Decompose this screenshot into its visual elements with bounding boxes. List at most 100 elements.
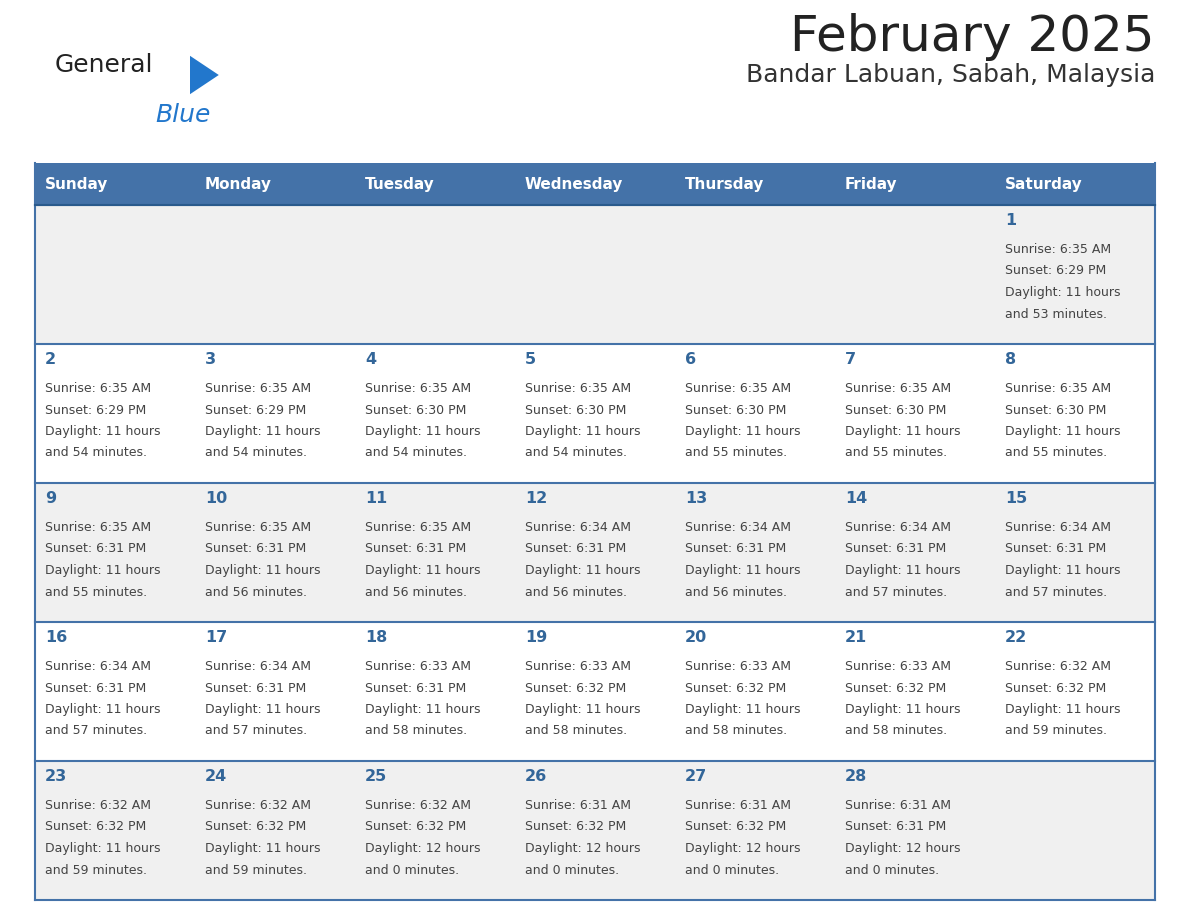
Text: Sunset: 6:32 PM: Sunset: 6:32 PM xyxy=(525,821,626,834)
Text: 22: 22 xyxy=(1005,630,1028,645)
Text: Sunrise: 6:33 AM: Sunrise: 6:33 AM xyxy=(365,660,470,673)
Text: Daylight: 11 hours: Daylight: 11 hours xyxy=(685,425,801,438)
Bar xyxy=(195,344,355,483)
Text: and 58 minutes.: and 58 minutes. xyxy=(365,724,467,737)
Bar xyxy=(355,622,516,761)
Bar xyxy=(195,761,355,900)
Text: and 56 minutes.: and 56 minutes. xyxy=(365,586,467,599)
Bar xyxy=(34,344,195,483)
Text: Sunrise: 6:31 AM: Sunrise: 6:31 AM xyxy=(525,799,631,812)
Polygon shape xyxy=(190,56,219,95)
Text: Daylight: 11 hours: Daylight: 11 hours xyxy=(365,564,480,577)
Text: 10: 10 xyxy=(206,491,227,506)
Text: Sunrise: 6:35 AM: Sunrise: 6:35 AM xyxy=(45,382,151,395)
Text: and 53 minutes.: and 53 minutes. xyxy=(1005,308,1107,320)
Text: 23: 23 xyxy=(45,769,68,784)
Text: 6: 6 xyxy=(685,352,696,367)
Text: Sunset: 6:30 PM: Sunset: 6:30 PM xyxy=(365,404,467,417)
Text: Daylight: 11 hours: Daylight: 11 hours xyxy=(685,564,801,577)
Bar xyxy=(675,622,835,761)
Text: Sunrise: 6:33 AM: Sunrise: 6:33 AM xyxy=(525,660,631,673)
Bar xyxy=(675,761,835,900)
Text: Daylight: 11 hours: Daylight: 11 hours xyxy=(845,425,961,438)
Text: Sunrise: 6:35 AM: Sunrise: 6:35 AM xyxy=(525,382,631,395)
Text: and 54 minutes.: and 54 minutes. xyxy=(45,446,147,460)
Text: Friday: Friday xyxy=(845,176,898,192)
Bar xyxy=(675,163,835,205)
Text: Sunset: 6:30 PM: Sunset: 6:30 PM xyxy=(525,404,626,417)
Text: Sunrise: 6:34 AM: Sunrise: 6:34 AM xyxy=(45,660,151,673)
Text: Sunrise: 6:31 AM: Sunrise: 6:31 AM xyxy=(685,799,791,812)
Text: and 56 minutes.: and 56 minutes. xyxy=(206,586,307,599)
Text: Daylight: 11 hours: Daylight: 11 hours xyxy=(1005,703,1120,716)
Bar xyxy=(996,761,1155,900)
Bar xyxy=(516,205,675,344)
Text: Sunset: 6:30 PM: Sunset: 6:30 PM xyxy=(1005,404,1106,417)
Text: 11: 11 xyxy=(365,491,387,506)
Text: and 58 minutes.: and 58 minutes. xyxy=(685,724,788,737)
Bar xyxy=(996,344,1155,483)
Text: Daylight: 11 hours: Daylight: 11 hours xyxy=(206,842,321,855)
Bar xyxy=(675,344,835,483)
Bar xyxy=(195,205,355,344)
Bar xyxy=(195,622,355,761)
Bar xyxy=(34,483,195,622)
Text: Daylight: 11 hours: Daylight: 11 hours xyxy=(45,842,160,855)
Text: Sunset: 6:31 PM: Sunset: 6:31 PM xyxy=(845,543,947,555)
Text: 4: 4 xyxy=(365,352,377,367)
Text: Sunset: 6:32 PM: Sunset: 6:32 PM xyxy=(206,821,307,834)
Text: 13: 13 xyxy=(685,491,707,506)
Text: 18: 18 xyxy=(365,630,387,645)
Bar xyxy=(355,205,516,344)
Text: and 54 minutes.: and 54 minutes. xyxy=(206,446,307,460)
Text: Sunrise: 6:32 AM: Sunrise: 6:32 AM xyxy=(206,799,311,812)
Text: Daylight: 11 hours: Daylight: 11 hours xyxy=(1005,425,1120,438)
Text: and 57 minutes.: and 57 minutes. xyxy=(1005,586,1107,599)
Bar xyxy=(835,483,996,622)
Text: February 2025: February 2025 xyxy=(790,13,1155,61)
Text: Sunrise: 6:34 AM: Sunrise: 6:34 AM xyxy=(685,521,791,534)
Text: Bandar Labuan, Sabah, Malaysia: Bandar Labuan, Sabah, Malaysia xyxy=(746,63,1155,87)
Text: 7: 7 xyxy=(845,352,857,367)
Text: Daylight: 11 hours: Daylight: 11 hours xyxy=(685,703,801,716)
Text: 26: 26 xyxy=(525,769,548,784)
Text: and 58 minutes.: and 58 minutes. xyxy=(845,724,947,737)
Text: Sunrise: 6:35 AM: Sunrise: 6:35 AM xyxy=(1005,243,1111,256)
Bar xyxy=(34,163,195,205)
Text: Sunrise: 6:35 AM: Sunrise: 6:35 AM xyxy=(685,382,791,395)
Bar xyxy=(195,483,355,622)
Bar xyxy=(675,205,835,344)
Text: Sunset: 6:32 PM: Sunset: 6:32 PM xyxy=(845,681,947,695)
Text: Sunrise: 6:33 AM: Sunrise: 6:33 AM xyxy=(845,660,952,673)
Text: Sunset: 6:31 PM: Sunset: 6:31 PM xyxy=(45,681,146,695)
Text: Sunrise: 6:35 AM: Sunrise: 6:35 AM xyxy=(1005,382,1111,395)
Text: Sunset: 6:31 PM: Sunset: 6:31 PM xyxy=(685,543,786,555)
Text: Sunset: 6:31 PM: Sunset: 6:31 PM xyxy=(365,543,466,555)
Bar xyxy=(835,761,996,900)
Text: and 55 minutes.: and 55 minutes. xyxy=(845,446,947,460)
Bar xyxy=(355,163,516,205)
Bar xyxy=(516,163,675,205)
Text: Daylight: 11 hours: Daylight: 11 hours xyxy=(845,703,961,716)
Text: 12: 12 xyxy=(525,491,548,506)
Text: Sunset: 6:30 PM: Sunset: 6:30 PM xyxy=(685,404,786,417)
Bar xyxy=(34,622,195,761)
Text: 14: 14 xyxy=(845,491,867,506)
Text: 17: 17 xyxy=(206,630,227,645)
Text: and 55 minutes.: and 55 minutes. xyxy=(685,446,788,460)
Text: Saturday: Saturday xyxy=(1005,176,1082,192)
Text: Sunset: 6:29 PM: Sunset: 6:29 PM xyxy=(45,404,146,417)
Text: 15: 15 xyxy=(1005,491,1028,506)
Text: Sunrise: 6:35 AM: Sunrise: 6:35 AM xyxy=(845,382,952,395)
Text: 2: 2 xyxy=(45,352,56,367)
Text: and 0 minutes.: and 0 minutes. xyxy=(685,864,779,877)
Text: Sunset: 6:31 PM: Sunset: 6:31 PM xyxy=(365,681,466,695)
Text: General: General xyxy=(55,53,153,77)
Text: Sunrise: 6:32 AM: Sunrise: 6:32 AM xyxy=(45,799,151,812)
Text: and 59 minutes.: and 59 minutes. xyxy=(206,864,307,877)
Text: 8: 8 xyxy=(1005,352,1016,367)
Bar xyxy=(835,344,996,483)
Text: Sunset: 6:32 PM: Sunset: 6:32 PM xyxy=(685,821,786,834)
Text: Daylight: 11 hours: Daylight: 11 hours xyxy=(206,564,321,577)
Text: 28: 28 xyxy=(845,769,867,784)
